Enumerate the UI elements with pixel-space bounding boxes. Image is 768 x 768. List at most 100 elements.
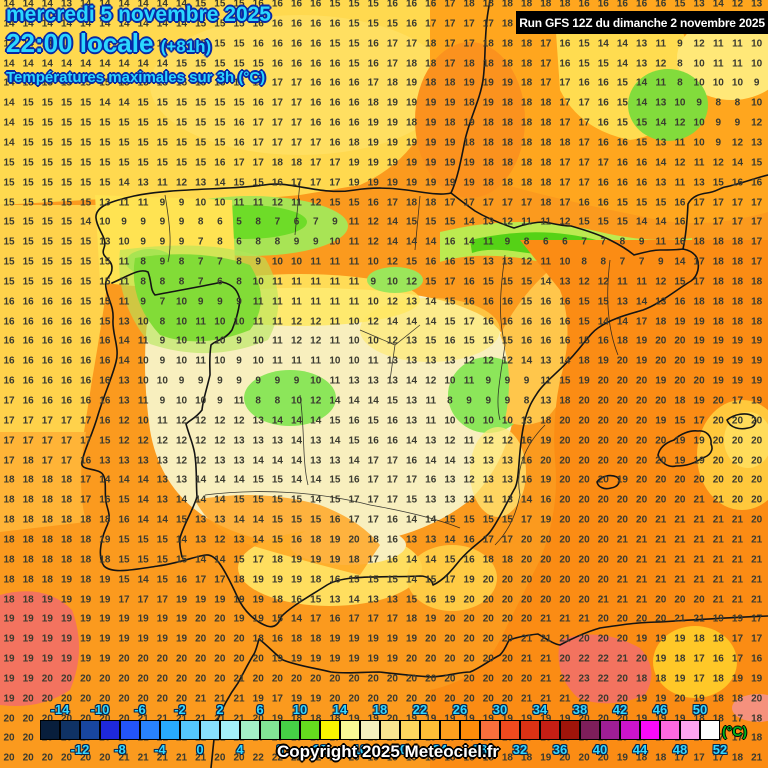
colorbar-tick-label: 10: [292, 702, 308, 717]
grid-temp-value: 18: [712, 236, 724, 248]
grid-temp-value: 11: [329, 335, 341, 347]
grid-temp-value: 19: [751, 673, 763, 685]
grid-temp-value: 18: [444, 77, 456, 89]
grid-temp-value: 17: [693, 276, 705, 288]
grid-temp-value: 20: [41, 693, 53, 705]
grid-temp-value: 16: [386, 554, 398, 566]
grid-temp-value: 15: [195, 0, 207, 10]
grid-temp-value: 16: [60, 335, 73, 347]
grid-temp-value: 13: [482, 216, 494, 228]
grid-temp-value: 16: [252, 18, 264, 30]
grid-temp-value: 16: [80, 335, 92, 347]
grid-temp-value: 17: [310, 157, 322, 169]
grid-temp-value: 14: [310, 474, 322, 486]
grid-temp-value: 19: [501, 713, 513, 725]
grid-temp-value: 18: [731, 276, 744, 288]
grid-temp-value: 18: [501, 554, 513, 566]
grid-temp-value: 20: [118, 693, 130, 705]
colorbar-cell: [440, 720, 460, 740]
grid-temp-value: 20: [482, 594, 494, 605]
grid-temp-value: 13: [386, 594, 398, 605]
grid-temp-value: 19: [655, 653, 667, 665]
grid-temp-value: 10: [367, 335, 379, 347]
grid-temp-value: 16: [597, 0, 609, 10]
grid-temp-value: 20: [348, 673, 360, 685]
colorbar-tick-label: 30: [492, 702, 508, 717]
grid-temp-value: 11: [137, 197, 149, 208]
grid-temp-value: 16: [636, 157, 648, 169]
grid-temp-value: 20: [195, 653, 207, 665]
grid-temp-value: 16: [310, 38, 322, 50]
grid-temp-value: 19: [386, 97, 398, 109]
grid-temp-value: 17: [731, 216, 744, 228]
grid-temp-value: 10: [214, 335, 226, 347]
grid-temp-value: 16: [578, 0, 590, 10]
grid-temp-value: 12: [310, 197, 322, 208]
grid-temp-value: 15: [482, 335, 494, 347]
grid-temp-value: 15: [41, 197, 53, 208]
grid-temp-value: 16: [559, 38, 571, 50]
grid-temp-value: 18: [482, 752, 494, 764]
grid-temp-value: 19: [386, 653, 398, 665]
grid-temp-value: 20: [425, 653, 437, 665]
grid-temp-value: 20: [22, 732, 34, 744]
grid-temp-value: 14: [118, 355, 130, 367]
grid-temp-value: 20: [214, 673, 226, 685]
grid-temp-value: 11: [617, 276, 628, 288]
grid-temp-value: 12: [463, 355, 475, 367]
grid-temp-value: 21: [655, 574, 667, 586]
grid-temp-value: 15: [175, 38, 188, 50]
grid-temp-value: 18: [444, 752, 456, 764]
grid-temp-value: 15: [22, 177, 34, 189]
grid-temp-value: 18: [540, 0, 552, 10]
grid-temp-value: 17: [559, 177, 571, 189]
colorbar-tick-label: 16: [352, 742, 368, 757]
grid-temp-value: 10: [367, 256, 379, 268]
grid-temp-value: 15: [616, 216, 628, 228]
grid-temp-value: 20: [175, 673, 188, 685]
grid-temp-value: 10: [348, 335, 360, 347]
grid-temp-value: 19: [329, 554, 341, 566]
grid-temp-value: 15: [616, 117, 628, 129]
grid-temp-value: 19: [655, 713, 667, 725]
colorbar-tick-label: 8: [276, 742, 284, 757]
grid-temp-value: 18: [655, 752, 667, 764]
grid-temp-value: 15: [80, 256, 92, 268]
grid-temp-value: 16: [3, 316, 15, 328]
grid-temp-value: 19: [616, 474, 628, 486]
grid-temp-value: 16: [3, 375, 15, 387]
grid-temp-value: 16: [329, 574, 341, 586]
grid-temp-value: 14: [252, 534, 264, 546]
grid-temp-value: 15: [425, 276, 437, 288]
grid-temp-value: 18: [22, 574, 34, 586]
grid-temp-value: 19: [252, 594, 264, 605]
grid-temp-value: 16: [367, 38, 379, 50]
grid-temp-value: 16: [482, 296, 494, 308]
grid-temp-value: 18: [80, 534, 92, 546]
grid-temp-value: 13: [751, 0, 763, 10]
grid-temp-value: 20: [329, 673, 341, 685]
grid-temp-value: 19: [406, 633, 418, 645]
colorbar-tick-label: -6: [134, 702, 146, 717]
grid-temp-value: 14: [137, 38, 149, 50]
grid-temp-value: 9: [312, 236, 319, 248]
grid-temp-value: 16: [3, 355, 15, 367]
grid-temp-value: 12: [559, 216, 571, 228]
grid-temp-value: 18: [482, 38, 494, 50]
grid-temp-value: 17: [731, 732, 744, 744]
colorbar-tick-label: -4: [154, 742, 166, 757]
grid-temp-value: 15: [22, 117, 34, 129]
grid-temp-value: 20: [3, 732, 15, 744]
grid-temp-value: 13: [156, 455, 168, 467]
grid-temp-value: 14: [137, 474, 149, 486]
colorbar-tick-label: 42: [612, 702, 628, 717]
grid-temp-value: 17: [22, 435, 34, 447]
colorbar-tick-label: 18: [372, 702, 388, 717]
grid-temp-value: 14: [3, 117, 15, 129]
grid-temp-value: 12: [712, 157, 724, 169]
grid-temp-value: 17: [290, 97, 303, 109]
grid-temp-value: 17: [271, 693, 283, 705]
grid-temp-value: 15: [60, 216, 73, 228]
grid-temp-value: 16: [60, 395, 73, 407]
